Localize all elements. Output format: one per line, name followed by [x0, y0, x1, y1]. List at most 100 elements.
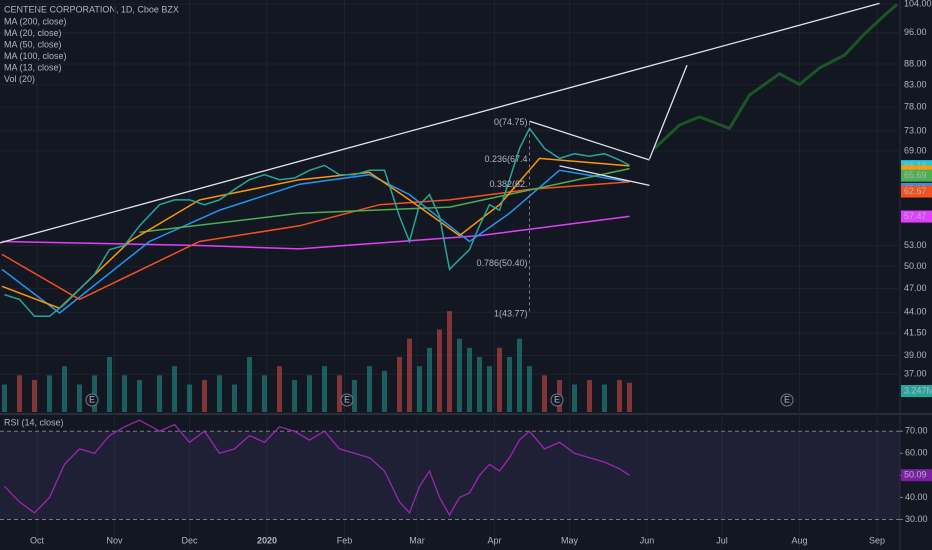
volume-bar: [352, 379, 357, 412]
y-tick-label: 44.00: [904, 307, 927, 317]
price-tag-label: 65.69: [904, 170, 927, 180]
y-tick-label: 50.00: [904, 261, 927, 271]
volume-bar: [262, 375, 267, 412]
x-tick-label: May: [561, 535, 579, 545]
trend-line: [648, 64, 688, 160]
x-tick-label: Jun: [640, 535, 655, 545]
trend-line: [0, 2, 880, 244]
x-tick-label: Aug: [791, 535, 807, 545]
fib-label: 0(74.75): [494, 117, 528, 127]
y-tick-label: 83.00: [904, 79, 927, 89]
fib-label: 0.382(62.: [489, 179, 527, 189]
volume-bar: [457, 338, 462, 412]
fib-label: 0.786(50.40): [476, 258, 527, 268]
x-tick-label: Jul: [716, 535, 728, 545]
volume-bar: [77, 384, 82, 412]
x-tick-label: Mar: [409, 535, 425, 545]
rsi-title: RSI (14, close): [4, 417, 64, 427]
y-tick-label: 69.00: [904, 145, 927, 155]
legend-entry: MA (200, close): [4, 16, 67, 26]
volume-bar: [407, 338, 412, 412]
volume-bar: [107, 357, 112, 412]
ma-line: [139, 167, 630, 234]
price-line: [4, 126, 630, 318]
rsi-tick-label: 40.00: [905, 492, 928, 502]
y-tick-label: 88.00: [904, 58, 927, 68]
volume-bar: [587, 379, 592, 412]
ma-line: [1, 215, 630, 250]
volume-bar: [477, 357, 482, 412]
y-tick-label: 73.00: [904, 125, 927, 135]
y-tick-label: 47.00: [904, 283, 927, 293]
volume-bar: [397, 357, 402, 412]
x-tick-label: Apr: [487, 535, 501, 545]
volume-bar: [507, 357, 512, 412]
volume-bar: [627, 382, 632, 412]
rsi-tag: [901, 469, 932, 482]
rsi-tick-label: 60.00: [905, 448, 928, 458]
volume-bar: [497, 347, 502, 412]
volume-bar: [172, 366, 177, 412]
volume-bar: [62, 366, 67, 412]
rsi-band: [0, 431, 900, 520]
volume-bar: [527, 366, 532, 412]
volume-bar: [187, 384, 192, 412]
ma-line: [1, 181, 630, 301]
x-tick-label: Feb: [337, 535, 353, 545]
price-tag-label: 3.247M: [904, 385, 932, 395]
volume-bar: [437, 329, 442, 412]
fib-label: 0.236(67.4: [484, 154, 527, 164]
price-tag: [901, 185, 932, 198]
legend-entry: Vol (20): [4, 74, 35, 84]
y-tick-label: 53.00: [904, 240, 927, 250]
y-tick-label: 41.50: [904, 328, 927, 338]
volume-bar: [367, 366, 372, 412]
price-tag: [901, 385, 932, 397]
chart-title: CENTENE CORPORATION, 1D, Cboe BZX: [4, 4, 179, 14]
y-tick-label: 96.00: [904, 27, 927, 37]
ma-line: [1, 169, 630, 314]
volume-bar: [427, 347, 432, 412]
volume-bar: [202, 379, 207, 412]
x-tick-label: Oct: [30, 535, 45, 545]
volume-bar: [292, 379, 297, 412]
legend-entry: MA (50, close): [4, 39, 62, 49]
earnings-marker: [550, 393, 564, 407]
x-tick-label: Dec: [181, 535, 198, 545]
volume-bar: [2, 384, 7, 412]
price-tag: [901, 169, 932, 182]
volume-bar: [517, 338, 522, 412]
y-tick-label: 104.00: [904, 0, 932, 8]
fib-label: 1(43.77): [494, 308, 528, 318]
volume-bar: [467, 347, 472, 412]
price-tag-label: 62.67: [904, 186, 927, 196]
volume-bar: [572, 384, 577, 412]
legend-entry: MA (13, close): [4, 62, 62, 72]
rsi-tick-label: 70.00: [905, 426, 928, 436]
earnings-marker: [85, 393, 99, 407]
volume-bar: [307, 375, 312, 412]
volume-bar: [157, 375, 162, 412]
price-tag-label: 57.47: [904, 211, 927, 221]
volume-bar: [617, 379, 622, 412]
earnings-label: E: [344, 394, 350, 404]
earnings-label: E: [89, 394, 95, 404]
volume-bar: [137, 379, 142, 412]
volume-bar: [447, 311, 452, 412]
earnings-marker: [340, 393, 354, 407]
volume-bar: [417, 366, 422, 412]
x-tick-label: Sep: [869, 535, 885, 545]
x-tick-label: Nov: [106, 535, 123, 545]
volume-bar: [92, 375, 97, 412]
volume-bar: [277, 366, 282, 412]
volume-bar: [32, 379, 37, 412]
volume-bar: [382, 370, 387, 412]
earnings-marker: [780, 393, 794, 407]
earnings-label: E: [554, 394, 560, 404]
rsi-line: [4, 419, 630, 517]
volume-bar: [17, 375, 22, 412]
volume-bar: [47, 375, 52, 412]
y-tick-label: 37.00: [904, 369, 927, 379]
rsi-tag-label: 50.09: [904, 470, 927, 480]
